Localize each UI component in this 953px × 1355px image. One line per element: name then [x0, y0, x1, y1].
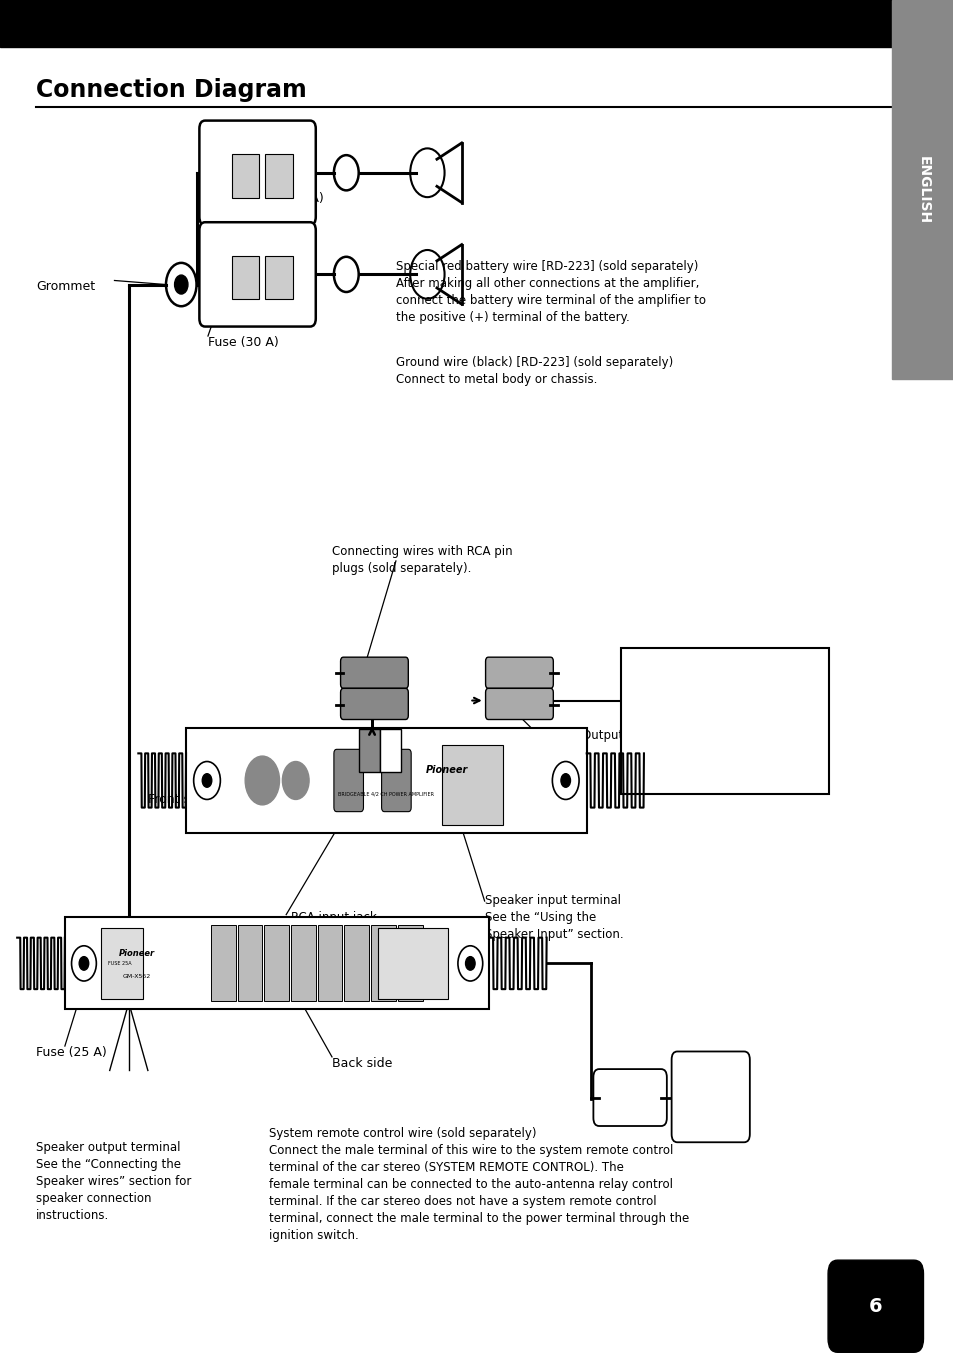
Text: GM-X562: GM-X562 — [122, 974, 151, 980]
FancyBboxPatch shape — [593, 1069, 666, 1126]
Text: Fuse (30 A): Fuse (30 A) — [208, 336, 278, 350]
FancyBboxPatch shape — [620, 648, 828, 794]
Text: Connecting wires with RCA pin
plugs (sold separately).: Connecting wires with RCA pin plugs (sol… — [332, 545, 512, 575]
Text: Front side: Front side — [148, 793, 209, 806]
FancyBboxPatch shape — [671, 1051, 749, 1142]
FancyBboxPatch shape — [377, 928, 448, 999]
FancyBboxPatch shape — [211, 925, 235, 1001]
FancyBboxPatch shape — [371, 925, 395, 1001]
Text: Back side: Back side — [332, 1057, 392, 1070]
FancyBboxPatch shape — [291, 925, 315, 1001]
Circle shape — [79, 957, 89, 970]
FancyBboxPatch shape — [485, 688, 553, 720]
FancyBboxPatch shape — [827, 1260, 923, 1352]
FancyBboxPatch shape — [397, 925, 422, 1001]
Text: Fuse (25 A): Fuse (25 A) — [36, 1046, 107, 1060]
FancyBboxPatch shape — [264, 925, 289, 1001]
Circle shape — [282, 762, 309, 799]
Text: System remote control wire (sold separately)
Connect the male terminal of this w: System remote control wire (sold separat… — [269, 1127, 689, 1243]
Circle shape — [465, 957, 475, 970]
FancyBboxPatch shape — [334, 749, 363, 812]
Bar — [0, 0, 891, 47]
Text: Fuse (30 A): Fuse (30 A) — [253, 192, 323, 206]
Text: ENGLISH: ENGLISH — [916, 156, 929, 224]
Text: Pioneer: Pioneer — [425, 764, 467, 775]
Text: Connection Diagram: Connection Diagram — [36, 77, 307, 102]
Text: 6: 6 — [868, 1297, 882, 1316]
FancyBboxPatch shape — [340, 688, 408, 720]
FancyBboxPatch shape — [199, 222, 315, 327]
FancyBboxPatch shape — [186, 728, 586, 833]
Circle shape — [174, 275, 188, 294]
Text: Special red battery wire [RD-223] (sold separately)
After making all other conne: Special red battery wire [RD-223] (sold … — [395, 260, 705, 324]
FancyBboxPatch shape — [65, 917, 489, 1009]
FancyBboxPatch shape — [358, 729, 379, 772]
FancyBboxPatch shape — [232, 256, 259, 299]
FancyBboxPatch shape — [265, 256, 293, 299]
Text: Car stereo with
RCA output jacks: Car stereo with RCA output jacks — [681, 653, 781, 683]
Text: Grommet: Grommet — [36, 280, 95, 294]
FancyBboxPatch shape — [199, 121, 315, 225]
FancyBboxPatch shape — [379, 729, 400, 772]
FancyBboxPatch shape — [381, 749, 411, 812]
Text: RCA input jack: RCA input jack — [291, 911, 376, 924]
Circle shape — [560, 774, 570, 787]
FancyBboxPatch shape — [344, 925, 369, 1001]
Text: BRIDGEABLE 4/2 CH POWER AMPLIFIER: BRIDGEABLE 4/2 CH POWER AMPLIFIER — [338, 791, 434, 797]
Text: FUSE 25A: FUSE 25A — [109, 961, 132, 966]
FancyBboxPatch shape — [101, 928, 143, 999]
Circle shape — [245, 756, 279, 805]
FancyBboxPatch shape — [265, 154, 293, 198]
Circle shape — [202, 774, 212, 787]
FancyBboxPatch shape — [441, 745, 502, 825]
FancyBboxPatch shape — [317, 925, 342, 1001]
Text: Ground wire (black) [RD-223] (sold separately)
Connect to metal body or chassis.: Ground wire (black) [RD-223] (sold separ… — [395, 356, 673, 386]
Text: Speaker input terminal
See the “Using the
Speaker Input” section.: Speaker input terminal See the “Using th… — [484, 894, 622, 942]
FancyBboxPatch shape — [340, 657, 408, 688]
FancyBboxPatch shape — [237, 925, 262, 1001]
Text: Speaker output terminal
See the “Connecting the
Speaker wires” section for
speak: Speaker output terminal See the “Connect… — [36, 1141, 192, 1222]
FancyBboxPatch shape — [485, 657, 553, 688]
Text: External Output: External Output — [529, 729, 623, 743]
FancyBboxPatch shape — [232, 154, 259, 198]
Text: Pioneer: Pioneer — [118, 950, 154, 958]
Bar — [891, 0, 953, 379]
